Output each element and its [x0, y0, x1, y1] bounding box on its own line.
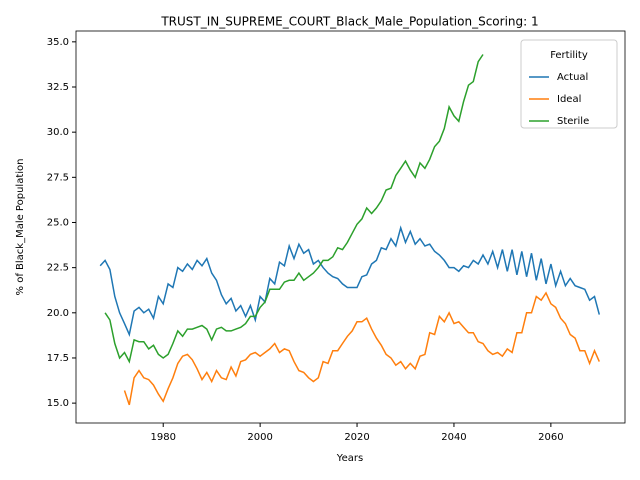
y-tick-label: 22.5 — [47, 263, 69, 274]
line-series — [123, 291, 600, 406]
y-tick-label: 20.0 — [47, 308, 69, 319]
y-tick-label: 35.0 — [47, 37, 69, 48]
y-tick-label: 32.5 — [47, 82, 69, 93]
line-series — [99, 225, 601, 337]
y-tick-label: 17.5 — [47, 353, 69, 364]
y-tick-label: 25.0 — [47, 217, 69, 228]
x-tick-label: 2060 — [538, 432, 563, 443]
legend-label: Sterile — [557, 116, 589, 127]
y-tick-label: 15.0 — [47, 398, 69, 409]
y-tick-label: 27.5 — [47, 172, 69, 183]
x-tick-label: 2000 — [247, 432, 272, 443]
legend-box — [520, 39, 618, 129]
plot-frame — [75, 30, 626, 424]
y-axis-label: % of Black_Male Population — [15, 159, 26, 296]
y-tick-label: 30.0 — [47, 127, 69, 138]
chart-title: TRUST_IN_SUPREME_COURT_Black_Male_Popula… — [160, 15, 538, 29]
legend-label: Actual — [557, 72, 588, 83]
x-tick-label: 1980 — [150, 432, 175, 443]
line-series — [104, 54, 484, 364]
legend-label: Ideal — [557, 94, 581, 105]
x-axis-label: Years — [336, 453, 363, 464]
legend-title: Fertility — [550, 50, 588, 61]
x-tick-label: 2020 — [344, 432, 369, 443]
x-tick-label: 2040 — [441, 432, 466, 443]
